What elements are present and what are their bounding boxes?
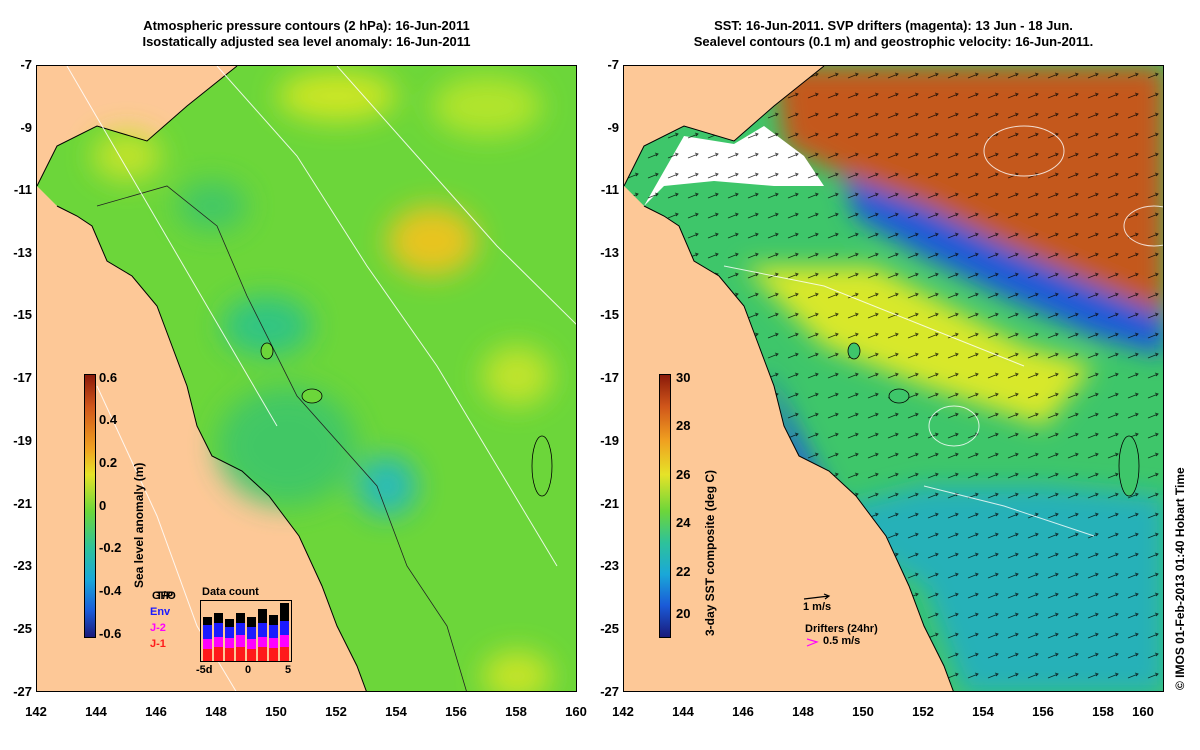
legend-series-overlay: GFO [152, 590, 176, 602]
left-islands [260, 342, 553, 497]
credit-text: © IMOS 01-Feb-2013 01:40 Hobart Time [1173, 467, 1187, 690]
left-ytick: -7 [20, 57, 32, 72]
sst-colorbar [659, 374, 671, 638]
left-title-line2: Isostatically adjusted sea level anomaly… [142, 34, 471, 49]
left-ytick: -15 [13, 307, 32, 322]
sst-cbar-tick: 26 [676, 467, 691, 482]
right-map-svg [624, 66, 1163, 691]
right-title: SST: 16-Jun-2011. SVP drifters (magenta)… [623, 18, 1164, 50]
sst-cbar-tick: 30 [676, 370, 691, 385]
sla-cbar-tick: 0.6 [99, 370, 118, 385]
drifters-label: Drifters (24hr) [805, 623, 878, 635]
sla-cbar-tick: -0.2 [99, 540, 122, 555]
left-map-svg [37, 66, 576, 691]
right-ytick: -25 [600, 621, 619, 636]
left-map [36, 65, 577, 692]
left-xtick: 156 [445, 704, 467, 719]
left-ytick: -19 [13, 433, 32, 448]
left-xtick: 144 [85, 704, 107, 719]
right-ytick: -19 [600, 433, 619, 448]
sla-cbar-tick: 0.4 [99, 412, 118, 427]
sla-cbar-tick: 0 [99, 498, 107, 513]
sla-colorbar-label: Sea level anomaly (m) [132, 462, 146, 588]
right-xtick: 156 [1032, 704, 1054, 719]
left-title-line1: Atmospheric pressure contours (2 hPa): 1… [143, 18, 470, 33]
left-xtick: 154 [385, 704, 407, 719]
right-xtick: 148 [792, 704, 814, 719]
sst-cbar-tick: 20 [676, 606, 691, 621]
left-anomaly-blobs [92, 71, 552, 691]
legend-series-env: Env [150, 606, 171, 618]
sst-cbar-tick: 22 [676, 564, 691, 579]
legend-xtick: -5d [196, 664, 213, 676]
legend-series-tp: T/P [156, 590, 174, 602]
right-ytick: -7 [607, 57, 619, 72]
sla-cbar-tick: 0.2 [99, 455, 118, 470]
right-ytick: -27 [600, 684, 619, 699]
sst-colorbar-label: 3-day SST composite (deg C) [703, 469, 717, 636]
right-title-line1: SST: 16-Jun-2011. SVP drifters (magenta)… [714, 18, 1073, 33]
left-xtick: 146 [145, 704, 167, 719]
drifter-arrow [806, 638, 819, 647]
right-map [623, 65, 1164, 692]
left-ytick: -9 [20, 120, 32, 135]
left-ytick: -25 [13, 621, 32, 636]
left-xtick: 142 [25, 704, 47, 719]
left-ytick: -21 [13, 496, 32, 511]
left-xtick: 160 [565, 704, 587, 719]
sla-colorbar [84, 374, 96, 638]
right-ytick: -21 [600, 496, 619, 511]
left-ytick: -17 [13, 370, 32, 385]
right-ytick: -17 [600, 370, 619, 385]
left-xtick: 158 [505, 704, 527, 719]
sla-cbar-tick: -0.6 [99, 626, 122, 641]
right-xtick: 142 [612, 704, 634, 719]
right-coastline [624, 66, 954, 691]
right-xtick: 144 [672, 704, 694, 719]
sst-cbar-tick: 24 [676, 515, 691, 530]
right-xtick: 154 [972, 704, 994, 719]
legend-xtick: 0 [245, 664, 252, 676]
left-shelf-contour [96, 185, 467, 691]
sst-cbar-tick: 28 [676, 418, 691, 433]
right-xtick: 152 [912, 704, 934, 719]
left-ytick: -27 [13, 684, 32, 699]
left-ytick: -13 [13, 245, 32, 260]
velocity-scale-label: 1 m/s [803, 601, 832, 613]
data-count-svg [203, 603, 289, 661]
legend-series-j1: J-1 [150, 638, 166, 650]
right-ytick: -13 [600, 245, 619, 260]
left-xtick: 148 [205, 704, 227, 719]
left-coastline [37, 66, 367, 691]
right-islands [847, 342, 1140, 497]
left-pressure-contours [66, 66, 576, 691]
right-xtick: 146 [732, 704, 754, 719]
right-xtick: 160 [1132, 704, 1154, 719]
right-xtick: 150 [852, 704, 874, 719]
scale-arrow [803, 593, 831, 600]
left-ytick: -11 [13, 182, 32, 197]
data-count-bars [203, 603, 289, 661]
legend-xtick: 5 [285, 664, 292, 676]
sea-level-contours [723, 125, 1163, 537]
right-ytick: -23 [600, 558, 619, 573]
left-ytick: -23 [13, 558, 32, 573]
right-ytick: -9 [607, 120, 619, 135]
legend-title: Data count [202, 586, 259, 598]
right-xtick: 158 [1092, 704, 1114, 719]
legend-series-j2: J-2 [150, 622, 166, 634]
data-count-chart [200, 600, 292, 662]
left-title: Atmospheric pressure contours (2 hPa): 1… [36, 18, 577, 50]
right-ytick: -15 [600, 307, 619, 322]
left-xtick: 150 [265, 704, 287, 719]
right-ytick: -11 [600, 182, 619, 197]
drifter-speed-label: 0.5 m/s [823, 635, 861, 647]
left-xtick: 152 [325, 704, 347, 719]
sla-cbar-tick: -0.4 [99, 583, 122, 598]
right-title-line2: Sealevel contours (0.1 m) and geostrophi… [693, 34, 1094, 49]
right-land-mask [624, 66, 954, 691]
